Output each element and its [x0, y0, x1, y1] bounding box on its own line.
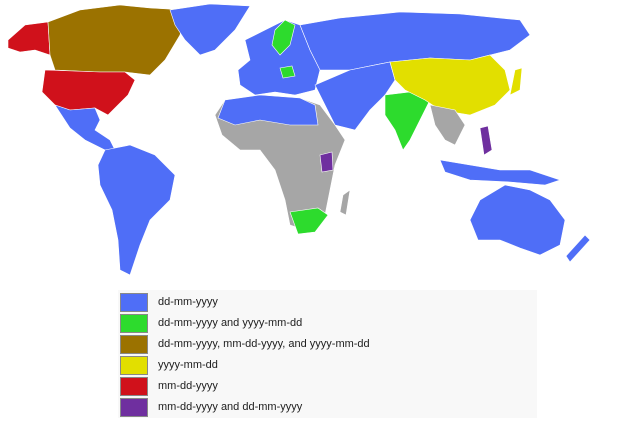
legend-swatch: [120, 334, 148, 354]
region-central-europe: [279, 65, 296, 79]
region-south-america: [97, 144, 176, 276]
legend-swatch: [120, 355, 148, 375]
region-southeast-asia: [429, 104, 466, 146]
legend-label: mm-dd-yyyy: [158, 380, 218, 392]
legend-item: yyyy-mm-dd: [120, 355, 535, 375]
legend-item: mm-dd-yyyy and dd-mm-yyyy: [120, 397, 535, 417]
legend-item: dd-mm-yyyy: [120, 292, 535, 312]
region-kenya: [319, 151, 334, 173]
region-china: [389, 54, 511, 116]
region-scandinavia: [271, 19, 296, 56]
legend-swatch: [120, 292, 148, 312]
region-japan: [509, 67, 523, 96]
region-canada: [47, 4, 186, 76]
legend-swatch: [120, 397, 148, 417]
legend-label: dd-mm-yyyy, mm-dd-yyyy, and yyyy-mm-dd: [158, 338, 370, 350]
legend-label: mm-dd-yyyy and dd-mm-yyyy: [158, 401, 303, 413]
region-india: [384, 91, 431, 151]
region-madagascar: [339, 189, 351, 216]
region-new-zealand: [565, 234, 591, 263]
legend-item: dd-mm-yyyy, mm-dd-yyyy, and yyyy-mm-dd: [120, 334, 535, 354]
region-middle-east: [314, 61, 396, 131]
legend: dd-mm-yyyy dd-mm-yyyy and yyyy-mm-dd dd-…: [118, 290, 537, 418]
region-greenland: [169, 3, 251, 56]
legend-label: dd-mm-yyyy: [158, 296, 218, 308]
region-philippines: [479, 125, 493, 156]
legend-swatch: [120, 376, 148, 396]
region-australia: [469, 184, 566, 256]
region-indonesia: [439, 159, 561, 186]
region-central-america: [54, 104, 116, 151]
legend-item: mm-dd-yyyy: [120, 376, 535, 396]
region-europe: [237, 19, 321, 96]
legend-label: dd-mm-yyyy and yyyy-mm-dd: [158, 317, 303, 329]
legend-item: dd-mm-yyyy and yyyy-mm-dd: [120, 313, 535, 333]
region-south-africa: [289, 207, 329, 235]
world-map: [7, 3, 591, 276]
region-alaska: [7, 21, 51, 56]
region-usa: [41, 69, 136, 116]
region-north-africa: [217, 94, 319, 126]
legend-label: yyyy-mm-dd: [158, 359, 218, 371]
legend-swatch: [120, 313, 148, 333]
